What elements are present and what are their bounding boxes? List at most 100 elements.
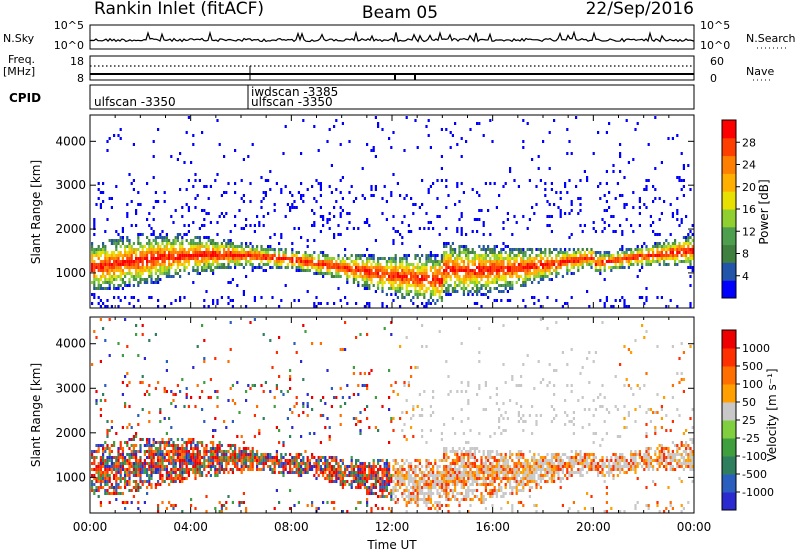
data-cell <box>540 251 542 254</box>
data-cell <box>324 426 326 429</box>
data-cell <box>450 278 452 281</box>
data-cell <box>225 459 227 462</box>
data-cell <box>461 287 463 290</box>
data-cell <box>144 501 146 504</box>
data-cell <box>106 435 108 438</box>
data-cell <box>128 483 130 486</box>
data-cell <box>593 227 595 230</box>
data-cell <box>192 269 194 272</box>
data-cell <box>302 378 304 381</box>
data-cell <box>153 239 155 242</box>
data-cell <box>146 456 148 459</box>
data-cell <box>331 456 333 459</box>
data-cell <box>282 468 284 471</box>
data-cell <box>502 263 504 266</box>
data-cell <box>285 462 287 465</box>
data-cell <box>509 248 511 251</box>
data-cell <box>392 417 394 420</box>
data-cell <box>417 254 419 257</box>
data-cell <box>423 269 425 272</box>
data-cell <box>172 471 174 474</box>
data-cell <box>113 251 115 254</box>
data-cell <box>300 360 302 363</box>
data-cell <box>366 501 368 504</box>
data-cell <box>364 486 366 489</box>
data-cell <box>590 251 592 254</box>
data-cell <box>120 254 122 257</box>
data-cell <box>98 263 100 266</box>
data-cell <box>419 284 421 287</box>
data-cell <box>403 468 405 471</box>
data-cell <box>179 477 181 480</box>
data-cell <box>212 462 214 465</box>
data-cell <box>223 504 225 507</box>
data-cell <box>518 263 520 266</box>
data-cell <box>335 119 337 122</box>
data-cell <box>344 254 346 257</box>
data-cell <box>507 284 509 287</box>
data-cell <box>364 480 366 483</box>
data-cell <box>98 477 100 480</box>
data-cell <box>326 477 328 480</box>
data-cell <box>102 453 104 456</box>
data-cell <box>681 188 683 191</box>
data-cell <box>133 465 135 468</box>
data-cell <box>197 269 199 272</box>
data-cell <box>386 293 388 296</box>
data-cell <box>243 447 245 450</box>
data-cell <box>245 275 247 278</box>
data-cell <box>487 266 489 269</box>
data-cell <box>395 290 397 293</box>
data-cell <box>500 263 502 266</box>
data-cell <box>441 432 443 435</box>
data-cell <box>661 161 663 164</box>
data-cell <box>419 287 421 290</box>
data-cell <box>588 260 590 263</box>
data-cell <box>513 272 515 275</box>
data-cell <box>518 254 520 257</box>
data-cell <box>687 257 689 260</box>
data-cell <box>527 266 529 269</box>
data-cell <box>463 284 465 287</box>
data-cell <box>307 239 309 242</box>
data-cell <box>681 254 683 257</box>
data-cell <box>529 272 531 275</box>
data-cell <box>381 477 383 480</box>
data-cell <box>397 269 399 272</box>
data-cell <box>560 212 562 215</box>
data-cell <box>131 450 133 453</box>
data-cell <box>109 137 111 140</box>
data-cell <box>300 269 302 272</box>
data-cell <box>617 251 619 254</box>
data-cell <box>183 441 185 444</box>
data-cell <box>562 263 564 266</box>
data-cell <box>566 272 568 275</box>
data-cell <box>104 459 106 462</box>
data-cell <box>397 266 399 269</box>
data-cell <box>159 441 161 444</box>
data-cell <box>331 260 333 263</box>
data-cell <box>476 266 478 269</box>
data-cell <box>263 453 265 456</box>
data-cell <box>355 275 357 278</box>
data-cell <box>485 293 487 296</box>
data-cell <box>122 468 124 471</box>
data-cell <box>672 215 674 218</box>
data-cell <box>179 245 181 248</box>
data-cell <box>120 137 122 140</box>
data-cell <box>203 459 205 462</box>
data-cell <box>678 179 680 182</box>
data-cell <box>256 459 258 462</box>
data-cell <box>271 248 273 251</box>
data-cell <box>608 251 610 254</box>
data-cell <box>289 435 291 438</box>
data-cell <box>168 456 170 459</box>
data-cell <box>388 272 390 275</box>
data-cell <box>190 438 192 441</box>
data-cell <box>485 263 487 266</box>
data-cell <box>177 257 179 260</box>
data-cell <box>355 254 357 257</box>
data-cell <box>146 242 148 245</box>
data-cell <box>498 284 500 287</box>
data-cell <box>311 504 313 507</box>
